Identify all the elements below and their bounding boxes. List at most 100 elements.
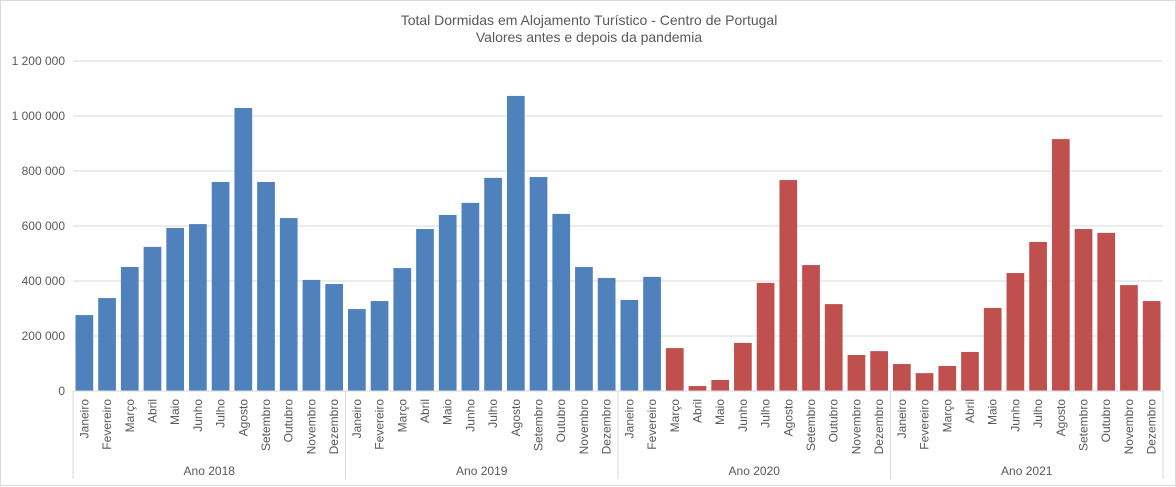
x-tick-label: Maio: [713, 399, 727, 425]
x-tick-label: Junho: [191, 399, 205, 432]
x-tick-label: Outubro: [1099, 399, 1113, 443]
x-tick-label: Janeiro: [622, 399, 636, 439]
y-tick-label: 400 000: [22, 274, 66, 288]
x-tick-label: Janeiro: [350, 399, 364, 439]
bar-ano-2020-setembro: [802, 265, 820, 391]
x-tick-label: Julho: [759, 399, 773, 428]
x-tick-label: Agosto: [1054, 399, 1068, 437]
x-tick-label: Novembro: [849, 399, 863, 455]
bar-ano-2021-junho: [1006, 273, 1025, 391]
bar-ano-2021-novembro: [1120, 285, 1138, 391]
x-tick-label: Abril: [690, 399, 704, 423]
bar-ano-2020-março: [665, 348, 684, 391]
bar-ano-2021-abril: [961, 351, 979, 391]
bar-ano-2020-novembro: [847, 354, 866, 391]
bar-ano-2018-janeiro: [75, 315, 94, 391]
x-tick-label: Agosto: [236, 399, 250, 437]
bar-ano-2020-julho: [756, 282, 775, 391]
bar-ano-2020-dezembro: [870, 351, 889, 391]
bar-ano-2019-janeiro: [347, 309, 366, 391]
chart-title: Total Dormidas em Alojamento Turístico -…: [400, 12, 778, 28]
bar-ano-2019-julho: [484, 177, 502, 391]
x-tick-label: Dezembro: [872, 399, 886, 455]
bar-ano-2020-outubro: [824, 304, 843, 391]
bar-ano-2019-maio: [438, 215, 457, 391]
group-label: Ano 2019: [456, 464, 508, 478]
y-tick-label: 1 200 000: [12, 54, 66, 68]
bar-ano-2019-outubro: [552, 213, 571, 391]
bar-ano-2021-dezembro: [1142, 301, 1161, 391]
x-tick-label: Janeiro: [77, 399, 91, 439]
group-label: Ano 2018: [184, 464, 236, 478]
bar-ano-2019-abril: [416, 229, 434, 391]
bar-ano-2020-agosto: [779, 180, 798, 391]
x-tick-label: Julho: [1031, 399, 1045, 428]
bar-ano-2019-dezembro: [597, 277, 616, 391]
bar-ano-2018-agosto: [234, 108, 253, 392]
x-tick-label: Março: [940, 399, 954, 433]
bar-ano-2018-julho: [211, 182, 230, 391]
x-tick-label: Dezembro: [600, 399, 614, 455]
bar-ano-2021-agosto: [1051, 139, 1070, 391]
bar-ano-2018-fevereiro: [98, 298, 116, 391]
bar-ano-2021-fevereiro: [915, 373, 934, 391]
bar-ano-2021-julho: [1029, 241, 1047, 391]
y-tick-label: 600 000: [22, 219, 66, 233]
bar-ano-2018-março: [120, 266, 139, 391]
x-tick-label: Maio: [441, 399, 455, 425]
bar-ano-2021-outubro: [1097, 232, 1116, 391]
bar-ano-2021-setembro: [1074, 229, 1093, 391]
bar-ano-2018-outubro: [279, 218, 298, 391]
x-tick-label: Setembro: [1077, 399, 1091, 451]
x-tick-label: Fevereiro: [645, 399, 659, 450]
bar-ano-2018-setembro: [257, 182, 275, 391]
x-tick-label: Novembro: [304, 399, 318, 455]
bar-ano-2018-dezembro: [325, 284, 344, 391]
y-tick-label: 1 000 000: [12, 109, 66, 123]
bar-ano-2021-maio: [983, 307, 1002, 391]
x-tick-label: Abril: [145, 399, 159, 423]
x-tick-label: Janeiro: [895, 399, 909, 439]
bar-ano-2021-janeiro: [892, 364, 911, 391]
bar-ano-2019-agosto: [506, 95, 525, 392]
x-tick-label: Fevereiro: [918, 399, 932, 450]
x-tick-label: Dezembro: [1145, 399, 1159, 455]
bar-ano-2019-março: [393, 268, 412, 391]
y-tick-label: 0: [58, 384, 65, 398]
x-tick-label: Setembro: [804, 399, 818, 451]
bar-ano-2018-junho: [189, 224, 207, 391]
bar-ano-2018-novembro: [302, 279, 321, 391]
bar-ano-2020-fevereiro: [643, 276, 661, 391]
x-tick-label: Julho: [214, 399, 228, 428]
x-tick-label: Junho: [736, 399, 750, 432]
x-tick-label: Outubro: [827, 399, 841, 443]
x-tick-label: Maio: [986, 399, 1000, 425]
bar-ano-2020-maio: [711, 380, 730, 391]
x-tick-label: Março: [123, 399, 137, 433]
chart-subtitle: Valores antes e depois da pandemia: [475, 29, 703, 45]
bar-ano-2020-janeiro: [620, 299, 639, 391]
bar-ano-2019-setembro: [529, 177, 548, 391]
group-label: Ano 2021: [1001, 464, 1053, 478]
x-tick-label: Agosto: [509, 399, 523, 437]
x-tick-label: Novembro: [1122, 399, 1136, 455]
x-tick-label: Setembro: [532, 399, 546, 451]
x-tick-label: Julho: [486, 399, 500, 428]
x-tick-label: Abril: [418, 399, 432, 423]
bar-ano-2021-março: [938, 365, 957, 391]
x-tick-label: Março: [668, 399, 682, 433]
x-tick-label: Fevereiro: [373, 399, 387, 450]
x-tick-label: Abril: [963, 399, 977, 423]
x-tick-label: Junho: [1008, 399, 1022, 432]
x-tick-label: Fevereiro: [100, 399, 114, 450]
x-tick-label: Maio: [168, 399, 182, 425]
x-tick-label: Dezembro: [327, 399, 341, 455]
x-tick-label: Outubro: [554, 399, 568, 443]
x-tick-label: Outubro: [282, 399, 296, 443]
y-tick-label: 800 000: [22, 164, 66, 178]
bar-ano-2020-abril: [688, 386, 707, 391]
y-tick-label: 200 000: [22, 329, 66, 343]
x-tick-label: Setembro: [259, 399, 273, 451]
